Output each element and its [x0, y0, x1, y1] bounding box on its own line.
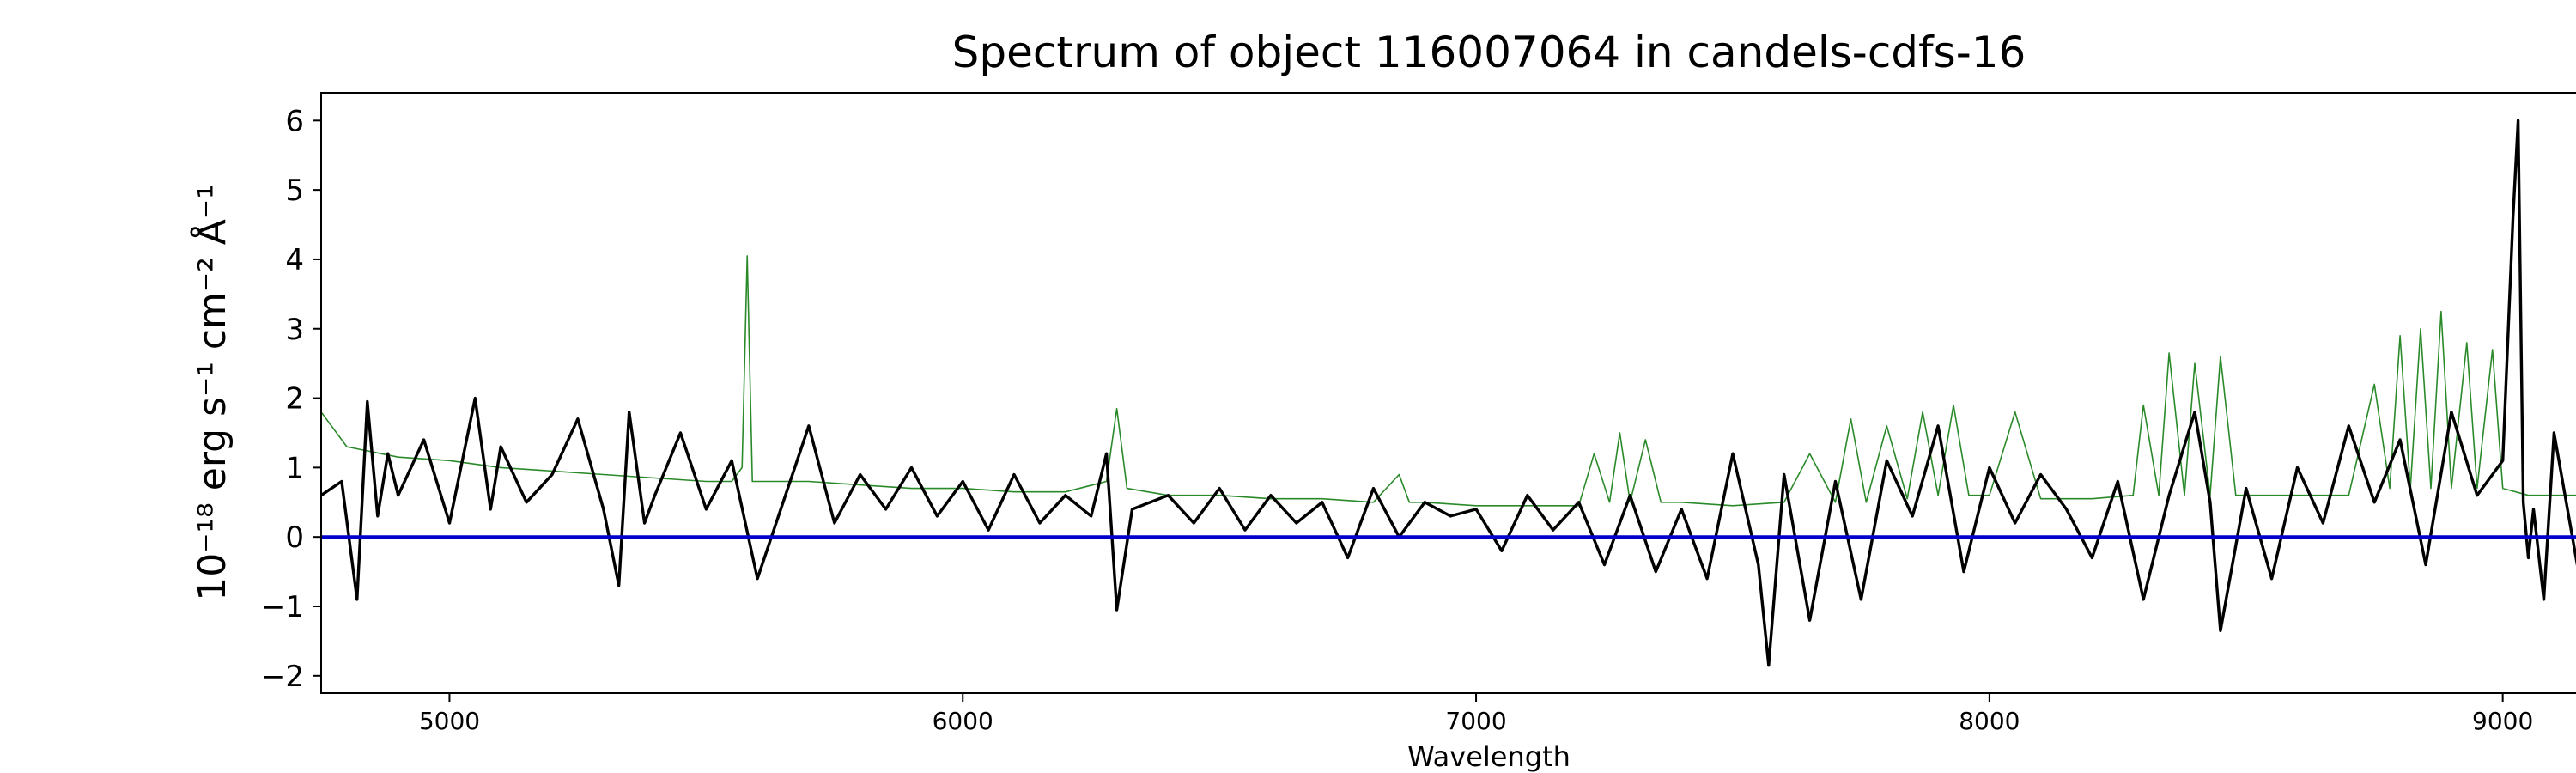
- x-tick-label: 5000: [419, 707, 480, 735]
- series-layer: [321, 119, 2576, 667]
- y-tick-label: 2: [285, 382, 304, 417]
- y-tick-label: 5: [285, 173, 304, 208]
- y-axis-label: 10⁻¹⁸ erg s⁻¹ cm⁻² Å⁻¹: [189, 184, 234, 600]
- y-tick-label: 3: [285, 313, 304, 347]
- x-tick-label: 8000: [1959, 707, 2020, 735]
- x-tick-label: 9000: [2472, 707, 2533, 735]
- x-axis-label: Wavelength: [1407, 740, 1571, 773]
- y-tick-label: −1: [261, 590, 304, 624]
- plot-frame: [320, 92, 2576, 694]
- y-tick-label: 1: [285, 451, 304, 485]
- y-tick-label: 4: [285, 243, 304, 277]
- x-tick-label: 7000: [1445, 707, 1506, 735]
- x-axis: 5000 6000 7000 8000 9000: [419, 693, 2533, 735]
- y-tick-label: −2: [261, 660, 304, 694]
- y-axis: −2 −1 0 1 2 3 4 5 6: [261, 104, 321, 694]
- y-tick-label: 0: [285, 520, 304, 555]
- series-line-0: [321, 255, 2576, 507]
- x-tick-label: 6000: [933, 707, 993, 735]
- chart-title: Spectrum of object 116007064 in candels-…: [951, 27, 2026, 77]
- y-tick-label: 6: [285, 104, 304, 138]
- series-line-1: [321, 119, 2576, 667]
